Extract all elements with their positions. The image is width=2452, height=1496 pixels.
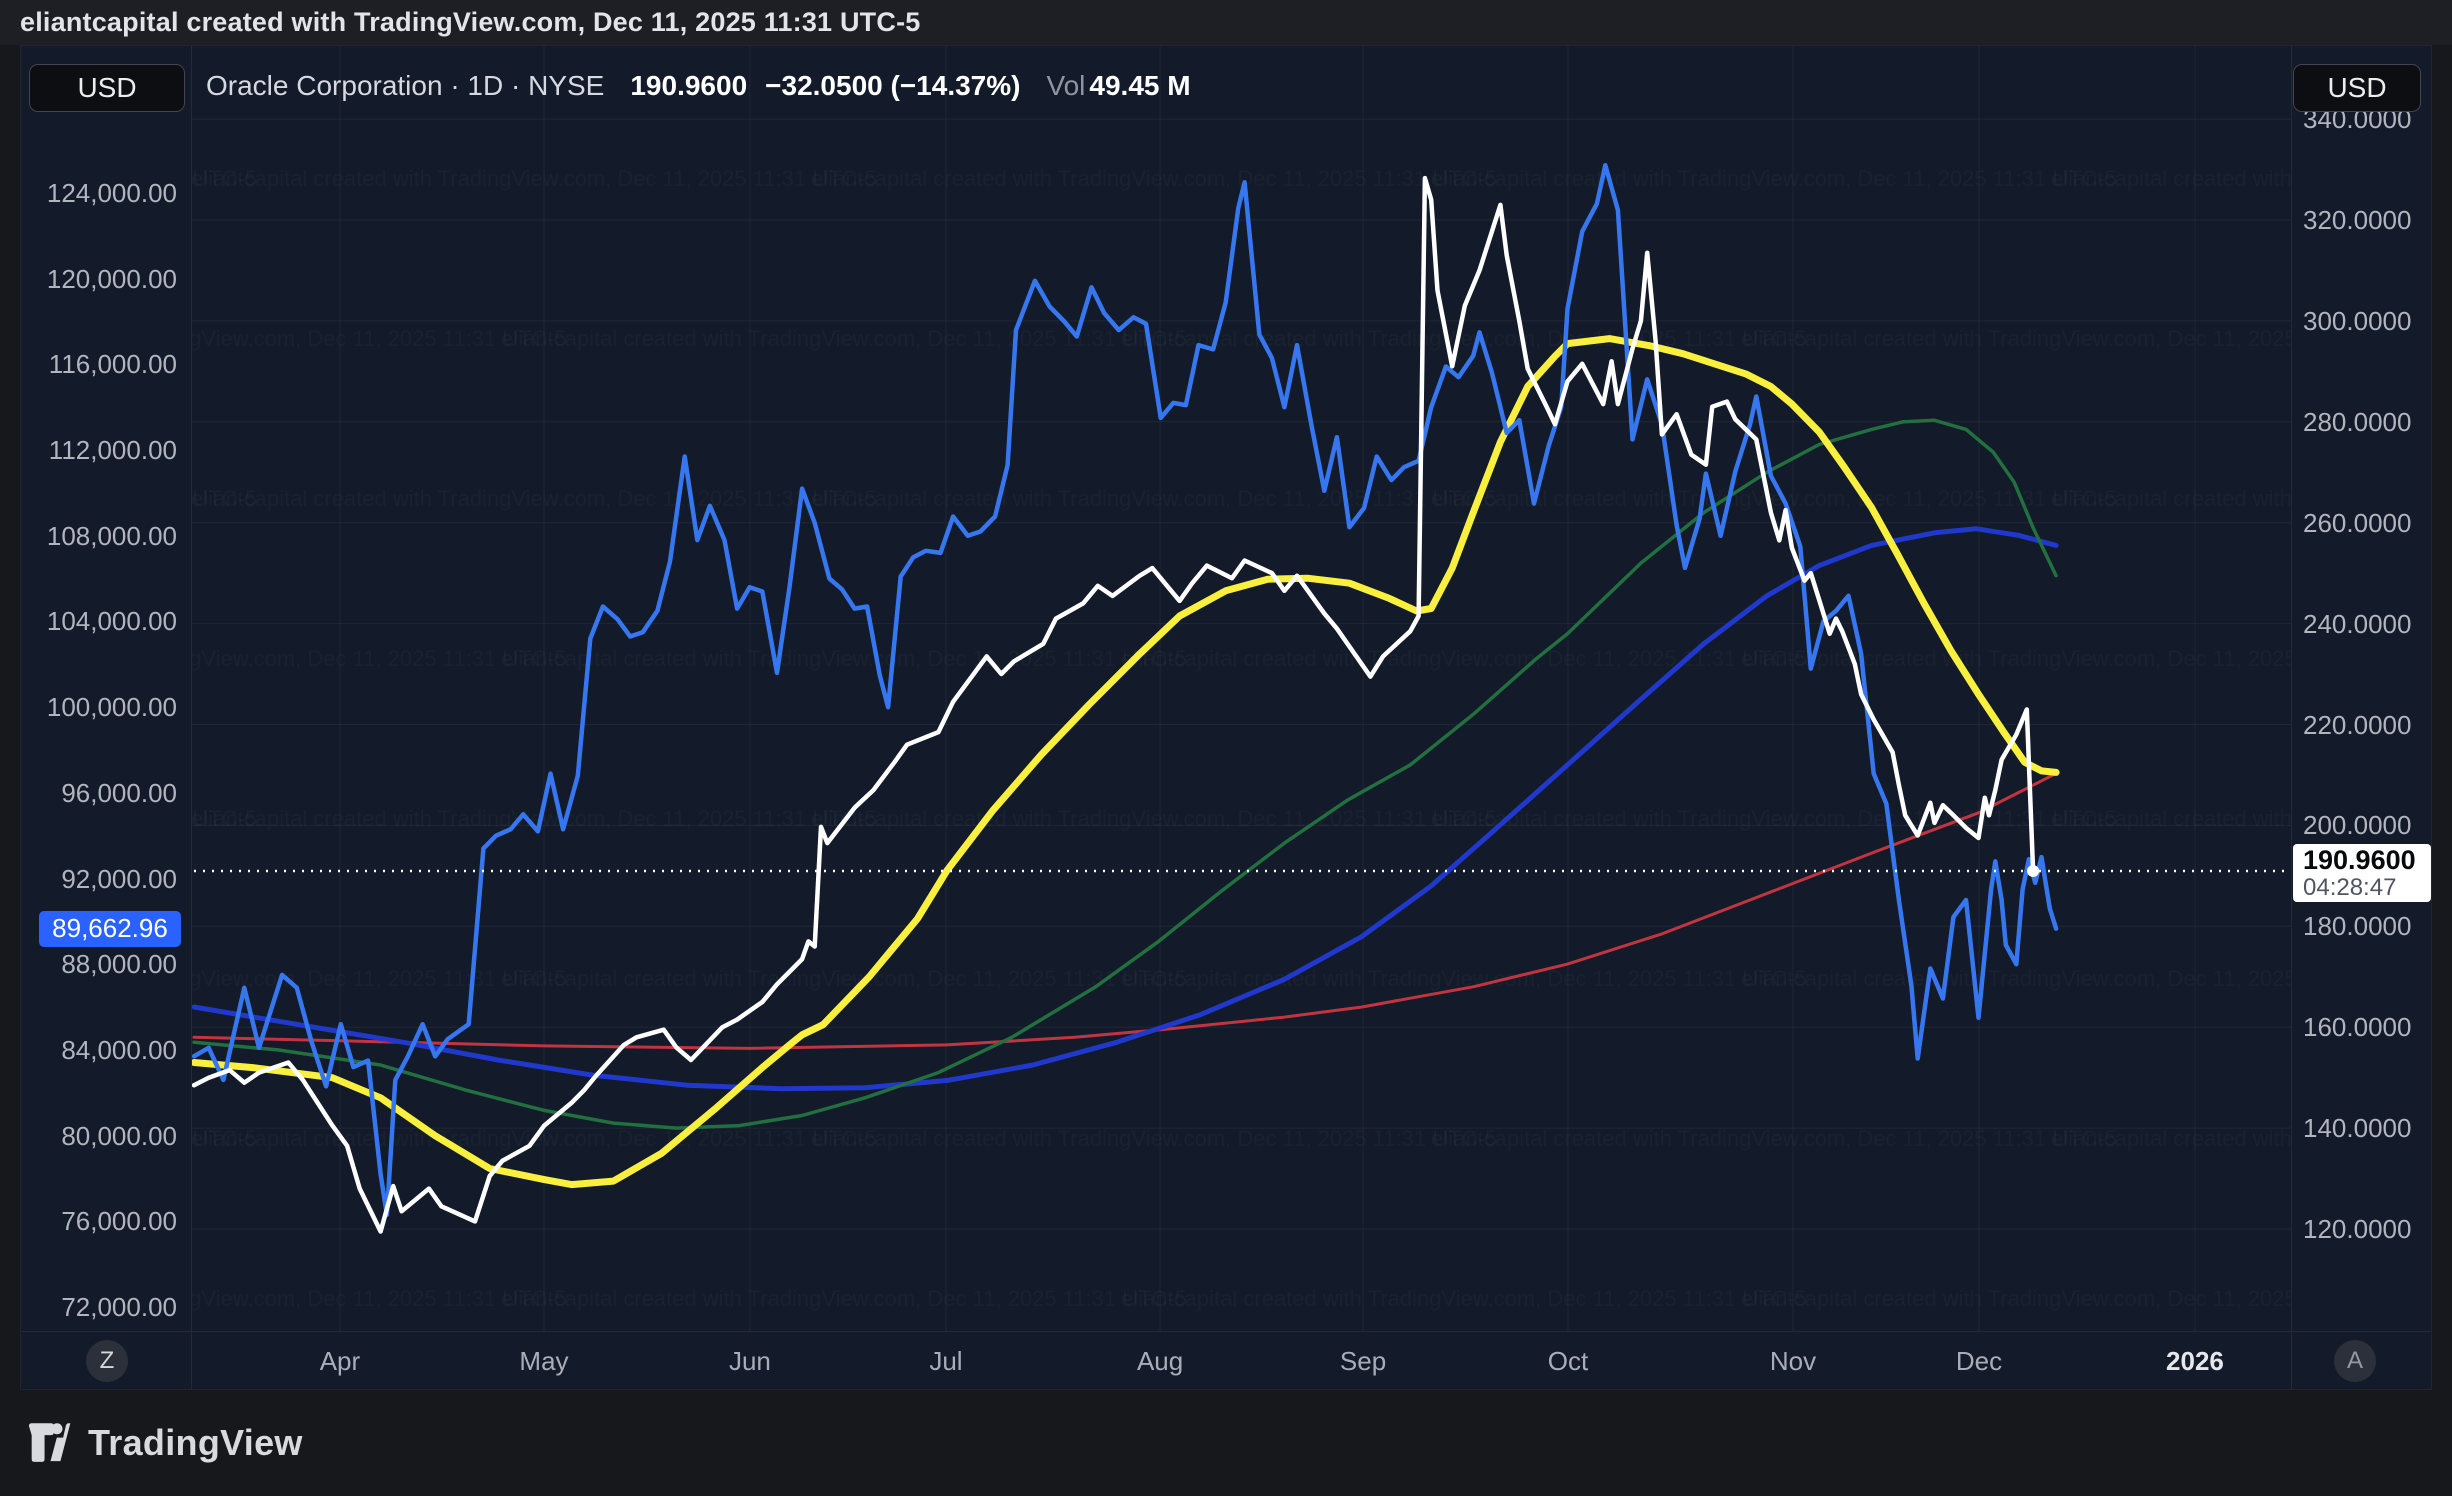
left-axis-tick-label: 112,000.00 bbox=[48, 435, 177, 466]
time-axis-label-nov: Nov bbox=[1769, 1345, 1817, 1376]
last-price-marker bbox=[2027, 865, 2040, 878]
tradingview-logo-icon bbox=[28, 1423, 71, 1462]
left-price-badge-value: 89,662.96 bbox=[52, 913, 168, 944]
right-price-badge: 190.9600 04:28:47 bbox=[2293, 844, 2431, 902]
left-axis-tick-label: 100,000.00 bbox=[46, 692, 177, 723]
left-axis-tick-label: 96,000.00 bbox=[61, 777, 177, 808]
left-axis-tick-label: 88,000.00 bbox=[61, 949, 177, 980]
symbol-legend: Oracle Corporation · 1D · NYSE 190.9600 … bbox=[206, 70, 1191, 102]
right-axis-tick-label: 200.0000 bbox=[2303, 810, 2412, 841]
right-price-badge-value: 190.9600 bbox=[2303, 845, 2416, 875]
timezone-button[interactable]: Z bbox=[86, 1340, 128, 1382]
right-axis-tick-label: 120.0000 bbox=[2303, 1214, 2412, 1244]
right-axis-tick-label: 140.0000 bbox=[2303, 1113, 2412, 1144]
left-axis-tick-label: 124,000.00 bbox=[46, 178, 177, 208]
left-price-badge: 89,662.96 bbox=[39, 910, 181, 947]
left-axis-tick-label: 80,000.00 bbox=[61, 1120, 177, 1151]
timezone-button-label: Z bbox=[99, 1347, 115, 1374]
legend-change: −32.0500 (−14.37%) bbox=[765, 70, 1021, 101]
ma-50-green bbox=[192, 418, 2058, 1130]
left-axis-tick-label: 104,000.00 bbox=[46, 606, 177, 637]
right-axis-tick-label: 320.0000 bbox=[2303, 205, 2412, 235]
right-axis-tick-label: 300.0000 bbox=[2303, 305, 2412, 336]
legend-last-price: 190.9600 bbox=[630, 70, 748, 101]
right-currency-button[interactable]: USD bbox=[2293, 64, 2421, 112]
autoscale-button-label: A bbox=[2346, 1347, 2363, 1374]
left-axis-tick-label: 76,000.00 bbox=[61, 1206, 177, 1237]
time-axis-label-dec: Dec bbox=[1955, 1345, 2003, 1376]
left-axis-tick-label: 84,000.00 bbox=[61, 1034, 177, 1065]
right-axis-separator bbox=[2291, 46, 2292, 1389]
right-axis-tick-label: 260.0000 bbox=[2303, 507, 2412, 538]
time-axis-label-aug: Aug bbox=[1136, 1345, 1184, 1376]
time-axis-label-apr: Apr bbox=[319, 1345, 361, 1376]
attribution-bar: eliantcapital created with TradingView.c… bbox=[0, 0, 2452, 45]
left-axis-tick-label: 108,000.00 bbox=[46, 520, 177, 551]
tradingview-logo[interactable]: TradingView bbox=[28, 1422, 303, 1464]
left-price-axis[interactable]: USD 89,662.96 124,000.00 120,000.00 116,00… bbox=[21, 46, 191, 1331]
compare-left-scale-blue bbox=[191, 162, 2059, 1218]
legend-volume-value: 49.45 M bbox=[1089, 70, 1191, 101]
left-axis-tick-label: 120,000.00 bbox=[46, 263, 177, 294]
right-price-badge-countdown: 04:28:47 bbox=[2303, 874, 2397, 901]
left-currency-button[interactable]: USD bbox=[29, 64, 185, 112]
tradingview-logo-text: TradingView bbox=[88, 1422, 303, 1463]
time-axis-separator bbox=[21, 1331, 2431, 1332]
autoscale-button[interactable]: A bbox=[2334, 1340, 2376, 1382]
time-axis-label-may: May bbox=[519, 1345, 569, 1376]
right-axis-tick-label: 280.0000 bbox=[2303, 406, 2412, 437]
time-axis-label-sep: Sep bbox=[1339, 1345, 1387, 1376]
legend-symbol-title[interactable]: Oracle Corporation · 1D · NYSE bbox=[206, 70, 605, 101]
time-axis-label-2026: 2026 bbox=[2166, 1345, 2224, 1376]
footer: TradingView bbox=[0, 1390, 2452, 1496]
time-axis[interactable]: Z A Apr May Jun Jul Aug Sep Oct Nov Dec 2026 bbox=[21, 1331, 2431, 1389]
right-axis-tick-label: 240.0000 bbox=[2303, 608, 2412, 639]
right-currency-label: USD bbox=[2327, 72, 2387, 103]
left-axis-tick-label: 116,000.00 bbox=[48, 349, 177, 380]
attribution-text: eliantcapital created with TradingView.c… bbox=[20, 7, 921, 37]
left-axis-tick-label: 72,000.00 bbox=[61, 1292, 177, 1322]
right-axis-tick-label: 160.0000 bbox=[2303, 1012, 2412, 1043]
left-axis-tick-label: 92,000.00 bbox=[61, 863, 177, 894]
legend-volume-label: Vol bbox=[1046, 70, 1086, 101]
right-price-axis[interactable]: USD 190.9600 04:28:47 340.0000 320.0000 30… bbox=[2291, 46, 2431, 1331]
ma-100-navy bbox=[191, 526, 2059, 1092]
right-axis-tick-label: 180.0000 bbox=[2303, 911, 2412, 942]
chart-pane: eliantcapital created with TradingView.c… bbox=[20, 45, 2432, 1390]
left-axis-separator bbox=[191, 46, 192, 1389]
ma-20-yellow bbox=[191, 335, 2060, 1189]
plot-svg[interactable] bbox=[191, 46, 2291, 1331]
time-axis-label-jul: Jul bbox=[929, 1345, 963, 1376]
right-axis-tick-label: 220.0000 bbox=[2303, 709, 2412, 740]
oracle-main-white bbox=[191, 175, 2036, 1234]
left-currency-label: USD bbox=[77, 72, 137, 103]
time-axis-label-jun: Jun bbox=[728, 1345, 771, 1376]
ma-200-red bbox=[192, 771, 2058, 1050]
time-axis-label-oct: Oct bbox=[1547, 1345, 1589, 1376]
